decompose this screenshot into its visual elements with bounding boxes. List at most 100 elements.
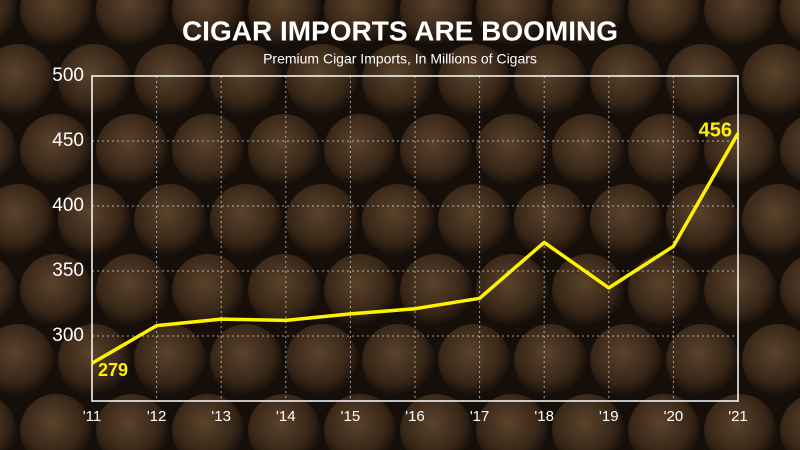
cigar-end xyxy=(324,0,396,46)
cigar-end xyxy=(704,114,776,186)
cigar-end xyxy=(58,324,130,396)
cigar-end xyxy=(172,394,244,450)
cigar-end xyxy=(552,0,624,46)
cigar-end xyxy=(172,114,244,186)
cigar-end xyxy=(0,44,54,116)
cigar-end xyxy=(552,254,624,326)
cigar-end xyxy=(400,394,472,450)
y-tick-label: 300 xyxy=(52,325,84,346)
cigar-end xyxy=(628,254,700,326)
data-label: 279 xyxy=(98,360,128,380)
cigar-end xyxy=(476,0,548,46)
cigar-end xyxy=(210,44,282,116)
cigar-end xyxy=(134,184,206,256)
x-tick-label: '14 xyxy=(276,408,296,425)
cigar-end xyxy=(0,400,16,450)
cigar-end xyxy=(96,394,168,450)
cigar-end xyxy=(286,324,358,396)
cigar-end xyxy=(248,0,320,46)
cigar-end xyxy=(514,324,586,396)
cigar-end xyxy=(742,184,800,256)
cigar-end xyxy=(628,114,700,186)
cigar-end xyxy=(172,254,244,326)
cigar-end xyxy=(438,324,510,396)
cigar-end xyxy=(0,0,16,40)
cigar-end xyxy=(324,114,396,186)
cigar-end xyxy=(552,394,624,450)
y-tick-label: 500 xyxy=(52,65,84,86)
cigar-end xyxy=(20,0,92,46)
cigar-end xyxy=(286,184,358,256)
cigar-end xyxy=(248,114,320,186)
cigar-end xyxy=(0,184,54,256)
cigar-end xyxy=(742,324,800,396)
x-tick-label: '15 xyxy=(341,408,361,425)
cigar-end xyxy=(780,257,800,323)
cigar-end xyxy=(704,0,776,46)
cigar-end xyxy=(780,117,800,183)
y-tick-label: 450 xyxy=(52,130,84,151)
cigar-end xyxy=(590,324,662,396)
cigar-end xyxy=(476,114,548,186)
cigar-end xyxy=(210,184,282,256)
cigar-end xyxy=(362,324,434,396)
cigar-end xyxy=(0,120,16,180)
cigar-end xyxy=(324,254,396,326)
cigar-end xyxy=(438,44,510,116)
cigar-end xyxy=(0,260,16,320)
cigar-end xyxy=(476,394,548,450)
cigar-end xyxy=(780,397,800,450)
cigar-end xyxy=(704,254,776,326)
cigar-end xyxy=(514,44,586,116)
cigar-end xyxy=(552,114,624,186)
x-tick-label: '19 xyxy=(599,408,619,425)
x-tick-label: '13 xyxy=(211,408,231,425)
y-tick-label: 400 xyxy=(52,195,84,216)
cigar-end xyxy=(96,254,168,326)
chart-subtitle: Premium Cigar Imports, In Millions of Ci… xyxy=(263,51,537,67)
x-tick-label: '11 xyxy=(83,408,101,425)
cigar-end xyxy=(400,0,472,46)
cigar-end xyxy=(590,184,662,256)
x-tick-label: '12 xyxy=(147,408,167,425)
cigar-end xyxy=(438,184,510,256)
cigar-end xyxy=(400,114,472,186)
plot-frame xyxy=(91,75,739,402)
cigar-end xyxy=(590,44,662,116)
cigar-end xyxy=(248,254,320,326)
cigar-end xyxy=(210,324,282,396)
cigar-end xyxy=(58,184,130,256)
x-tick-label: '21 xyxy=(728,408,748,425)
x-tick-label: '17 xyxy=(470,408,490,425)
cigar-end xyxy=(628,0,700,46)
cigar-end xyxy=(96,114,168,186)
cigar-end xyxy=(666,184,738,256)
cigar-end xyxy=(134,324,206,396)
cigar-end xyxy=(134,44,206,116)
cigar-end xyxy=(780,0,800,43)
cigar-end xyxy=(96,0,168,46)
cigar-end xyxy=(20,254,92,326)
cigar-end xyxy=(248,394,320,450)
cigar-end xyxy=(286,44,358,116)
y-tick-label: 350 xyxy=(52,260,84,281)
cigar-end xyxy=(20,114,92,186)
cigar-end xyxy=(628,394,700,450)
x-tick-label: '20 xyxy=(664,408,684,425)
cigar-end xyxy=(742,44,800,116)
cigar-end xyxy=(324,394,396,450)
x-tick-label: '18 xyxy=(534,408,554,425)
cigar-end xyxy=(666,324,738,396)
chart-title: CIGAR IMPORTS ARE BOOMING xyxy=(182,15,618,46)
cigar-end xyxy=(362,44,434,116)
cigar-end xyxy=(476,254,548,326)
cigar-end xyxy=(20,394,92,450)
cigar-end xyxy=(58,44,130,116)
data-label: 456 xyxy=(699,119,732,141)
cigar-end xyxy=(362,184,434,256)
cigar-end xyxy=(514,184,586,256)
cigar-end xyxy=(704,394,776,450)
